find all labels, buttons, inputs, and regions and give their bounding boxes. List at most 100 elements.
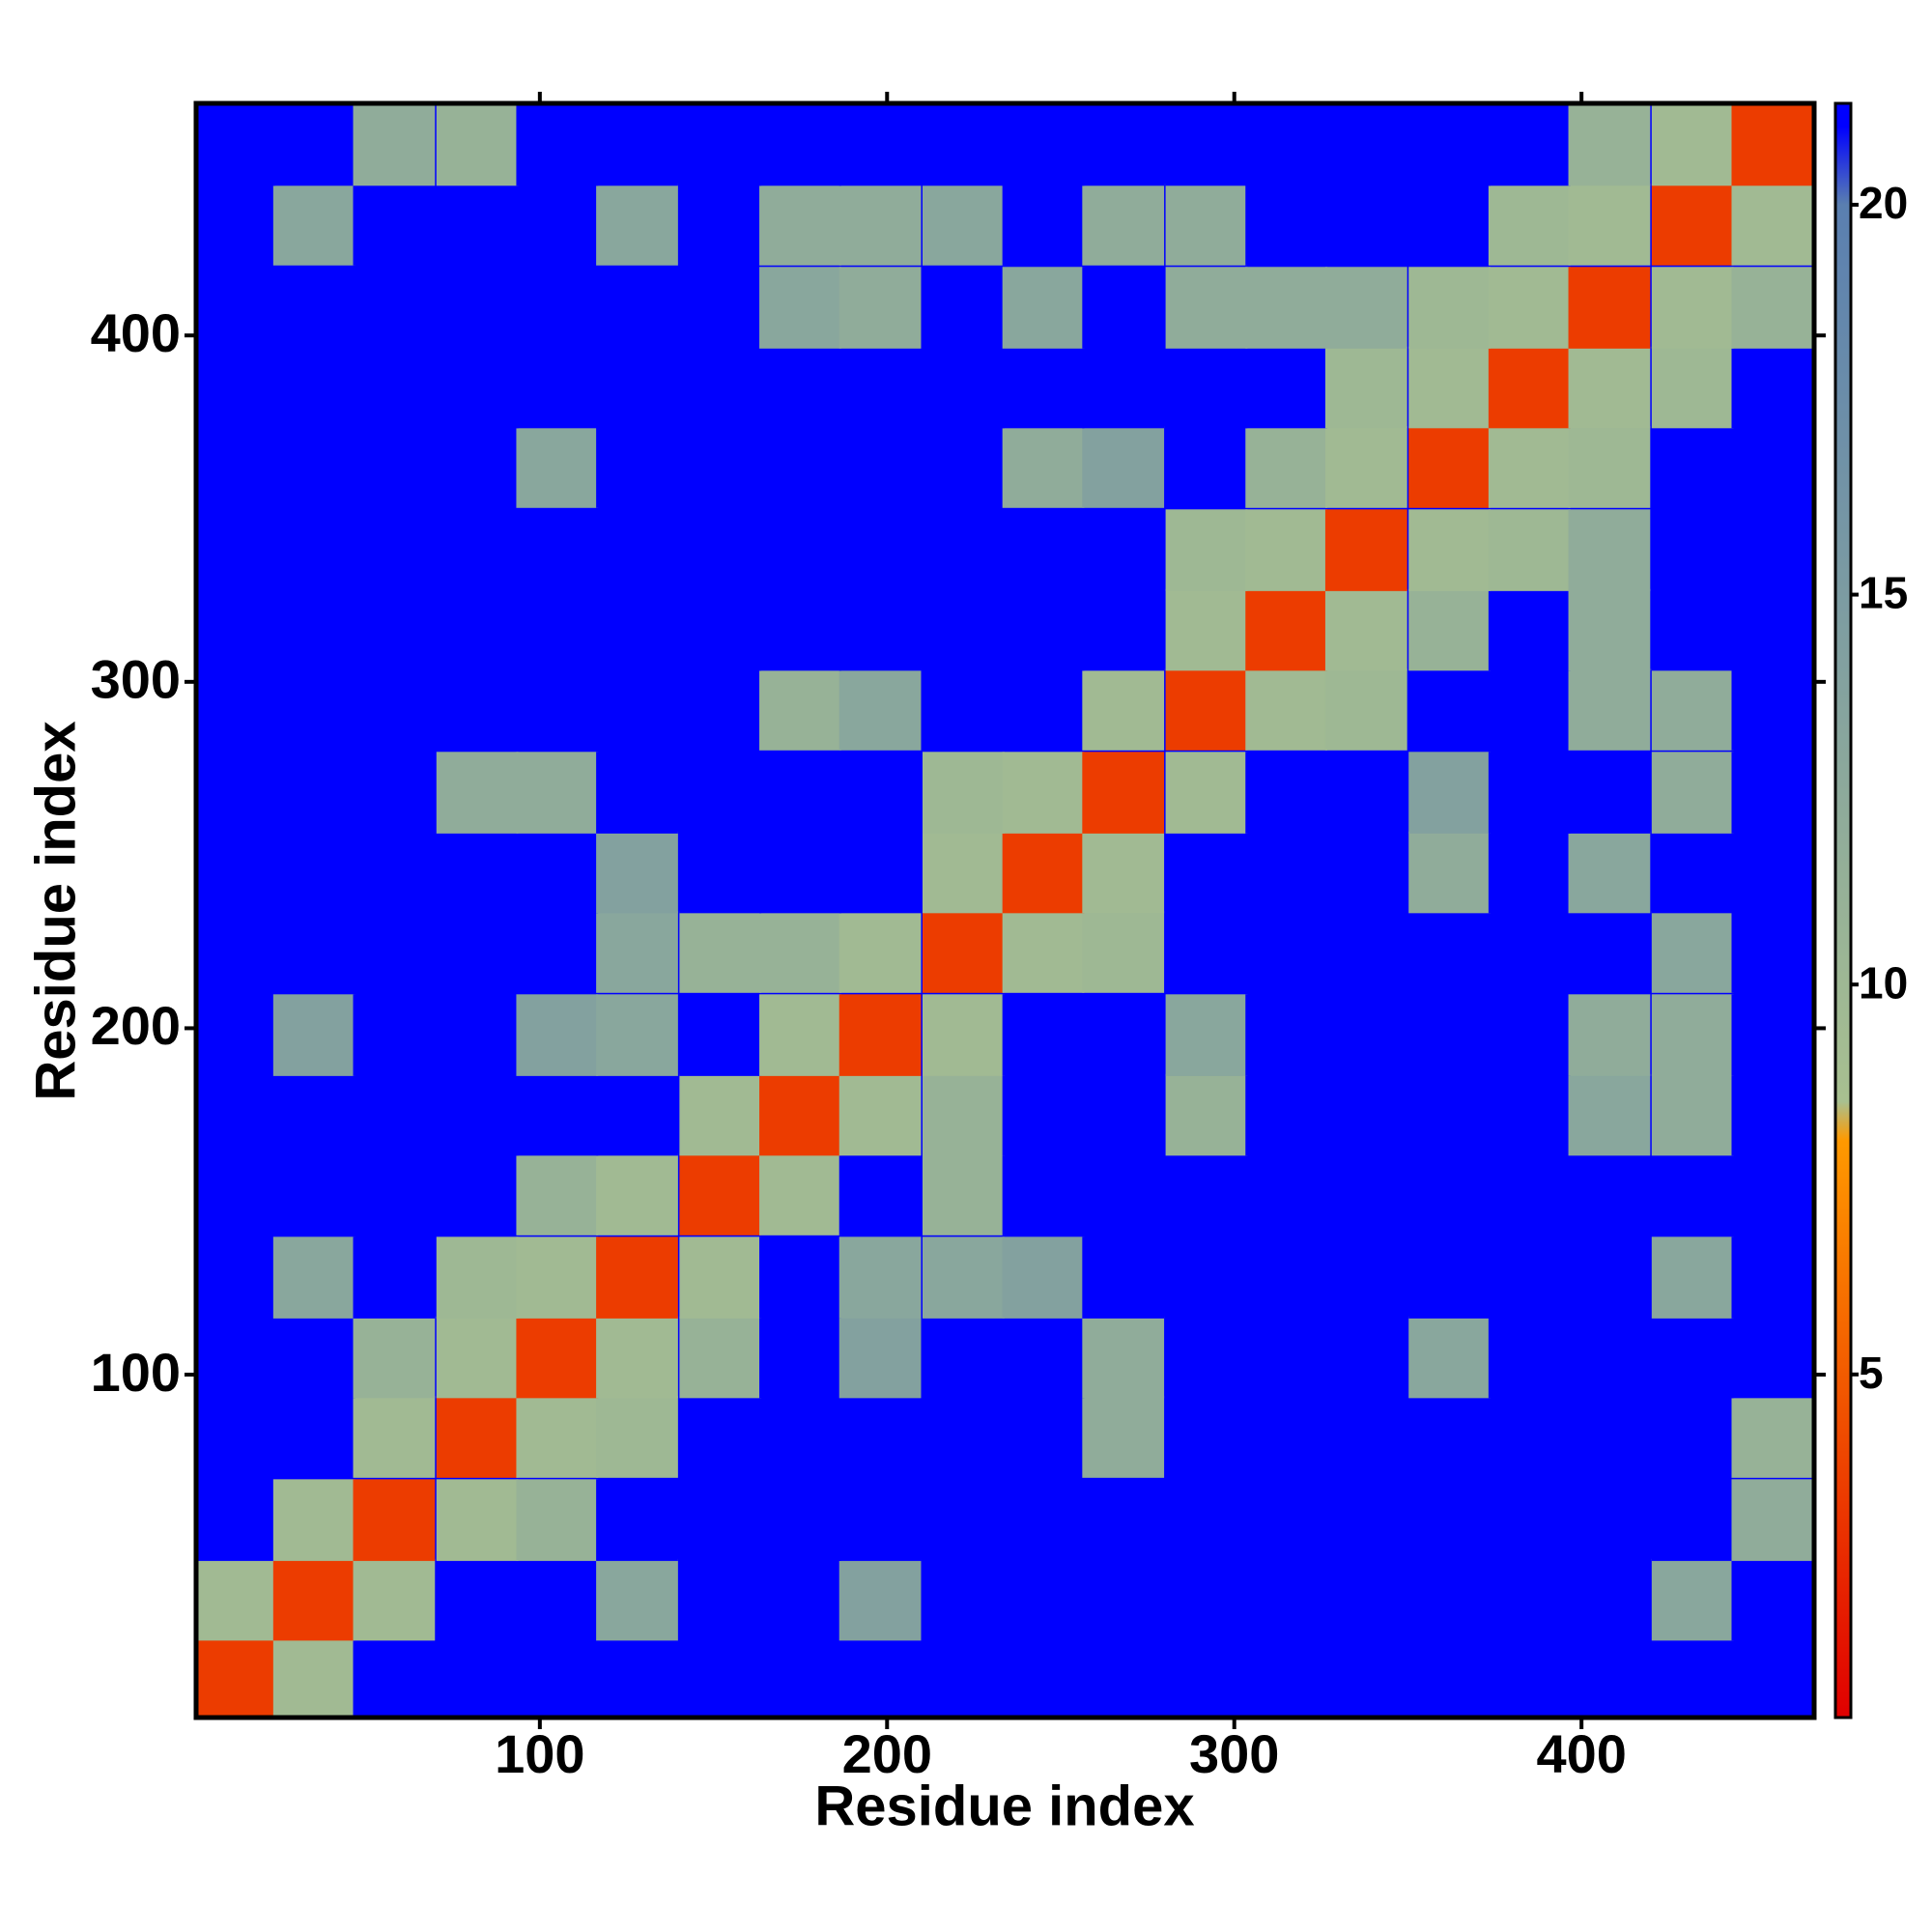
heatmap-cell — [1408, 346, 1491, 429]
heatmap-cell — [1408, 1479, 1491, 1561]
heatmap-cell — [1002, 1153, 1085, 1236]
heatmap-cell — [1082, 103, 1165, 186]
heatmap-cell — [272, 426, 355, 508]
heatmap-cell — [1324, 426, 1407, 508]
heatmap-cell — [436, 346, 519, 429]
heatmap-cell — [1002, 346, 1085, 429]
heatmap-cell — [1245, 1638, 1328, 1718]
heatmap-cell — [1324, 346, 1407, 429]
heatmap-cell — [1651, 588, 1734, 671]
heatmap-cell — [1165, 994, 1248, 1076]
heatmap-cell — [1488, 1638, 1571, 1718]
heatmap-cell — [1165, 752, 1248, 834]
y-tick-label: 200 — [91, 995, 181, 1056]
heatmap-cell — [679, 1073, 762, 1156]
heatmap-cell — [759, 668, 841, 751]
heatmap-cell — [1165, 1638, 1248, 1718]
heatmap-cell — [1324, 1638, 1407, 1718]
heatmap-cell — [1651, 267, 1734, 349]
heatmap-cell — [679, 1638, 762, 1718]
heatmap-cell — [1245, 509, 1328, 591]
heatmap-cell — [1651, 1236, 1734, 1319]
heatmap-cell — [596, 1073, 678, 1156]
heatmap-cell — [838, 1558, 922, 1641]
heatmap-cell — [436, 1479, 519, 1561]
heatmap-cell — [759, 1316, 841, 1399]
heatmap-cell — [1165, 911, 1248, 993]
heatmap-cell — [1165, 1073, 1248, 1156]
heatmap-cell — [516, 1073, 599, 1156]
heatmap-cell — [1324, 911, 1407, 993]
heatmap-cell — [759, 1638, 841, 1718]
heatmap-cell — [1568, 994, 1651, 1076]
heatmap-cell — [759, 267, 841, 349]
heatmap-cell — [1245, 1316, 1328, 1399]
heatmap-cell — [1488, 1479, 1571, 1561]
heatmap-cell — [679, 1396, 762, 1478]
heatmap-cell — [1324, 509, 1407, 591]
heatmap-cell — [353, 588, 436, 671]
heatmap-cell — [1245, 668, 1328, 751]
heatmap-cell — [1568, 346, 1651, 429]
heatmap-cell — [759, 509, 841, 591]
heatmap-cell — [1408, 1638, 1491, 1718]
heatmap-cell — [1731, 1073, 1814, 1156]
heatmap-cell — [516, 752, 599, 834]
heatmap-cell — [838, 588, 922, 671]
heatmap-cell — [1651, 346, 1734, 429]
heatmap-cell — [272, 1479, 355, 1561]
heatmap-cell — [1568, 1073, 1651, 1156]
heatmap-cell — [1165, 267, 1248, 349]
heatmap-cell — [1408, 1316, 1491, 1399]
heatmap-cell — [1002, 1073, 1085, 1156]
heatmap-cell — [1651, 1396, 1734, 1478]
heatmap-cell — [1731, 103, 1814, 186]
heatmap-cell — [1165, 346, 1248, 429]
heatmap-cell — [436, 1236, 519, 1319]
heatmap-cell — [1082, 1073, 1165, 1156]
heatmap-cell — [922, 1153, 1005, 1236]
heatmap-cell — [1245, 184, 1328, 266]
y-tick-label: 300 — [91, 649, 181, 710]
heatmap-cell — [1731, 1558, 1814, 1641]
heatmap-cell — [1488, 426, 1571, 508]
heatmap-cell — [1568, 103, 1651, 186]
heatmap-cell — [436, 1638, 519, 1718]
heatmap-cell — [679, 426, 762, 508]
heatmap-cell — [1324, 103, 1407, 186]
plot-frame — [193, 100, 1817, 1720]
heatmap-cell — [679, 1479, 762, 1561]
heatmap-cell — [272, 752, 355, 834]
heatmap-cell — [759, 994, 841, 1076]
heatmap-cell — [1731, 267, 1814, 349]
heatmap-cell — [838, 184, 922, 266]
heatmap-cell — [1245, 994, 1328, 1076]
heatmap-cell — [596, 509, 678, 591]
heatmap-cell — [353, 1073, 436, 1156]
heatmap-cell — [1731, 911, 1814, 993]
heatmap-cell — [1488, 103, 1571, 186]
heatmap-cell — [1568, 267, 1651, 349]
heatmap-cell — [1651, 184, 1734, 266]
heatmap-cell — [1408, 588, 1491, 671]
heatmap-cell — [1651, 509, 1734, 591]
heatmap-cell — [1165, 184, 1248, 266]
heatmap-cell — [596, 103, 678, 186]
heatmap-cell — [596, 1479, 678, 1561]
heatmap-cell — [1568, 1558, 1651, 1641]
heatmap-cell — [1002, 426, 1085, 508]
heatmap-cell — [759, 1396, 841, 1478]
heatmap-cell — [1245, 911, 1328, 993]
heatmap-cell — [1731, 184, 1814, 266]
heatmap-cell — [1082, 346, 1165, 429]
heatmap-cell — [679, 1236, 762, 1319]
heatmap-cell — [1165, 1396, 1248, 1478]
heatmap-cell — [1002, 1558, 1085, 1641]
heatmap-cell — [272, 103, 355, 186]
heatmap-cell — [272, 346, 355, 429]
heatmap-cell — [272, 267, 355, 349]
heatmap-cell — [1651, 1638, 1734, 1718]
heatmap-cell — [1488, 831, 1571, 914]
heatmap-cell — [1082, 1479, 1165, 1561]
